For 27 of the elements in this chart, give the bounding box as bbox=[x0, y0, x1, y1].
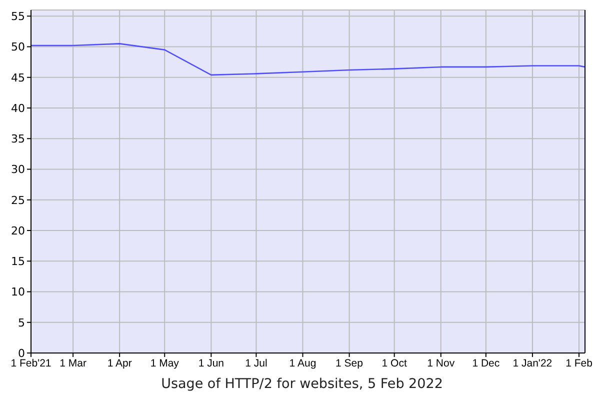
x-tick-label: 1 Oct bbox=[382, 357, 407, 370]
x-tick-label: 1 Dec bbox=[472, 357, 500, 370]
y-tick-label: 5 bbox=[18, 316, 25, 330]
x-tick-label: 1 Mar bbox=[60, 357, 87, 370]
line-series bbox=[31, 43, 585, 76]
x-tick-label: 1 Jan'22 bbox=[512, 357, 552, 370]
y-tick-label: 55 bbox=[11, 10, 25, 24]
y-tick-label: 10 bbox=[11, 286, 25, 299]
y-tick-label: 30 bbox=[11, 163, 25, 176]
x-tick-label: 1 Jul bbox=[245, 357, 268, 370]
x-tick-label: 1 May bbox=[150, 357, 180, 370]
y-tick-label: 0 bbox=[18, 346, 25, 360]
x-tick-label: 1 Aug bbox=[289, 357, 316, 370]
y-tick-label: 45 bbox=[11, 71, 25, 84]
x-tick-label: 1 Jun bbox=[198, 357, 224, 370]
x-tick-label: 1 Feb bbox=[566, 357, 593, 370]
x-tick-label: 1 Feb'21 bbox=[10, 357, 52, 370]
x-tick-label: 1 Nov bbox=[427, 357, 456, 370]
y-tick-label: 50 bbox=[11, 40, 25, 54]
x-tick-label: 1 Sep bbox=[336, 357, 364, 370]
text: Usage of HTTP/2 for websites, 5 Feb 2022 bbox=[160, 376, 444, 392]
y-tick-label: 35 bbox=[11, 132, 25, 146]
y-tick-label: 25 bbox=[11, 194, 25, 207]
x-tick-label: 1 Apr bbox=[107, 357, 132, 370]
y-tick-label: 20 bbox=[11, 224, 25, 238]
y-tick-label: 40 bbox=[11, 102, 25, 115]
y-tick-label: 15 bbox=[11, 255, 25, 268]
